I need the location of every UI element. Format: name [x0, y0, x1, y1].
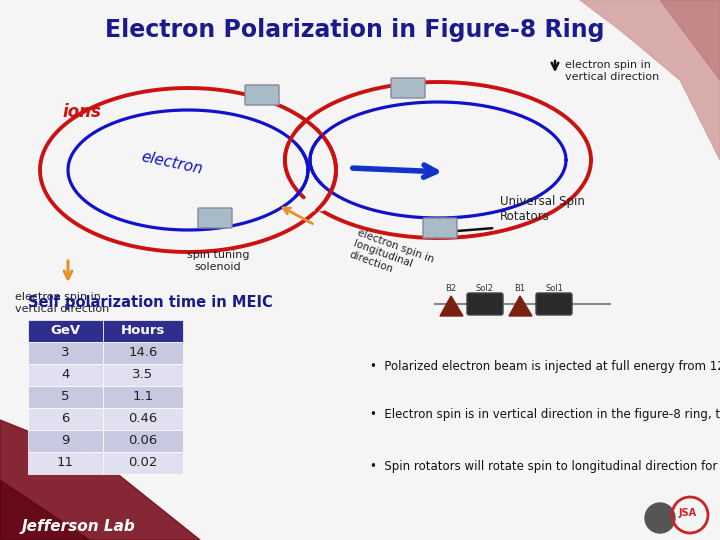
FancyBboxPatch shape [198, 208, 232, 228]
Bar [103, 452, 183, 474]
Text: •  Polarized electron beam is injected at full energy from 12 GeV CEBAF: • Polarized electron beam is injected at… [370, 360, 720, 373]
Bar [28, 342, 103, 364]
Text: Universal Spin
Rotators: Universal Spin Rotators [500, 195, 585, 223]
Bar [28, 386, 103, 408]
FancyBboxPatch shape [245, 85, 279, 105]
FancyBboxPatch shape [536, 293, 572, 315]
Bar [28, 320, 103, 342]
Bar [103, 430, 183, 452]
Polygon shape [440, 296, 463, 316]
Bar [28, 408, 103, 430]
Text: 3: 3 [61, 347, 70, 360]
Text: Self polarization time in MEIC: Self polarization time in MEIC [28, 295, 273, 310]
Text: 5: 5 [61, 390, 70, 403]
Text: 6: 6 [61, 413, 70, 426]
Text: Sol1: Sol1 [545, 284, 563, 293]
FancyBboxPatch shape [391, 78, 425, 98]
Text: 3.5: 3.5 [132, 368, 153, 381]
Text: ions: ions [62, 103, 101, 121]
Polygon shape [660, 0, 720, 80]
Text: 0.06: 0.06 [128, 435, 158, 448]
Text: 11: 11 [57, 456, 74, 469]
Text: 14.6: 14.6 [128, 347, 158, 360]
Text: •  Electron spin is in vertical direction in the figure-8 ring, taking advantage: • Electron spin is in vertical direction… [370, 408, 720, 421]
Polygon shape [0, 480, 90, 540]
Polygon shape [0, 420, 200, 540]
Circle shape [645, 503, 675, 533]
Bar [103, 364, 183, 386]
Polygon shape [580, 0, 720, 160]
Text: electron spin in
vertical direction: electron spin in vertical direction [15, 292, 109, 314]
Text: GeV: GeV [50, 325, 81, 338]
Text: 4: 4 [61, 368, 70, 381]
Text: Hours: Hours [121, 325, 165, 338]
Text: 0.46: 0.46 [128, 413, 158, 426]
Text: Sol2: Sol2 [476, 284, 494, 293]
Bar [103, 386, 183, 408]
Bar [28, 452, 103, 474]
Text: electron: electron [140, 149, 204, 177]
Text: JSA: JSA [679, 508, 697, 518]
Text: 9: 9 [61, 435, 70, 448]
Bar [28, 430, 103, 452]
Text: Electron Polarization in Figure-8 Ring: Electron Polarization in Figure-8 Ring [105, 18, 605, 42]
Bar [103, 342, 183, 364]
Text: 1.1: 1.1 [132, 390, 153, 403]
Text: electron spin in
longitudinal
direction: electron spin in longitudinal direction [348, 228, 435, 287]
Bar [103, 320, 183, 342]
Bar [28, 364, 103, 386]
Text: electron spin in
vertical direction: electron spin in vertical direction [565, 60, 660, 82]
FancyBboxPatch shape [467, 293, 503, 315]
Polygon shape [509, 296, 532, 316]
Text: B1: B1 [514, 284, 526, 293]
Text: •  Spin rotators will rotate spin to longitudinal direction for collision at IP,: • Spin rotators will rotate spin to long… [370, 460, 720, 473]
Bar [103, 408, 183, 430]
Text: spin tuning
solenoid: spin tuning solenoid [186, 250, 249, 272]
FancyBboxPatch shape [423, 218, 457, 238]
Text: Jefferson Lab: Jefferson Lab [22, 519, 136, 534]
Text: 0.02: 0.02 [128, 456, 158, 469]
Text: B2: B2 [446, 284, 456, 293]
